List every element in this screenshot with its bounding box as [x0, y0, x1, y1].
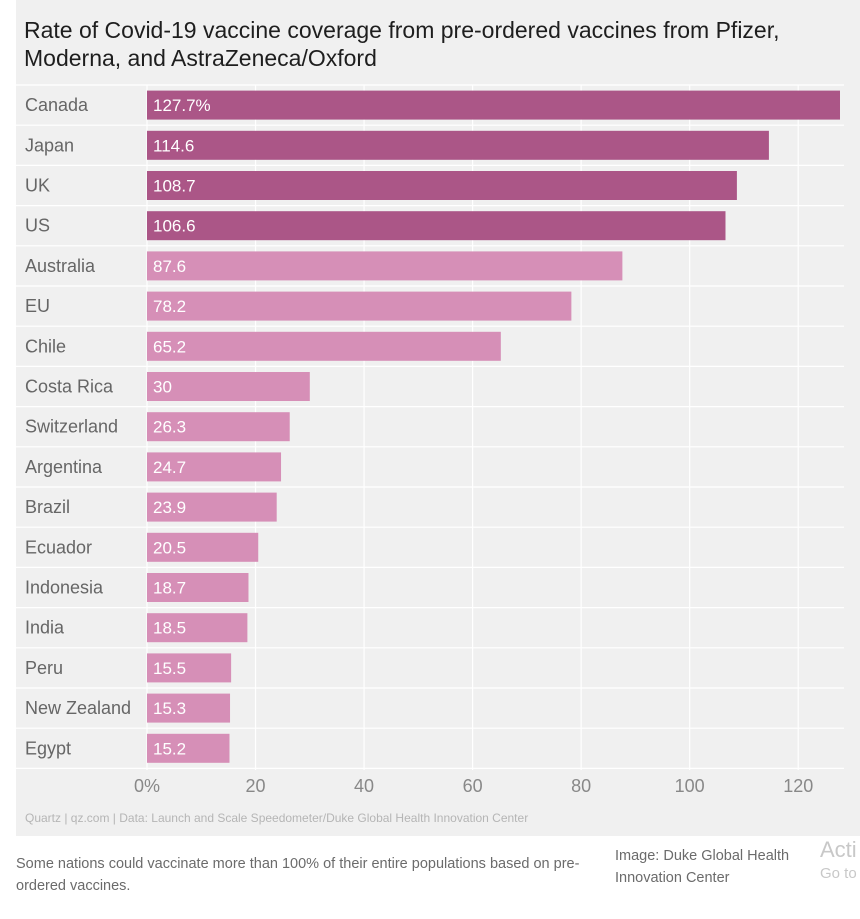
bar	[147, 693, 231, 723]
bar	[147, 492, 277, 522]
value-label: 30	[153, 378, 172, 397]
category-label: Ecuador	[25, 537, 92, 557]
category-label: Indonesia	[25, 578, 104, 598]
x-tick-label: 40	[354, 776, 374, 796]
x-tick-label: 20	[246, 776, 266, 796]
bar	[147, 653, 232, 683]
category-label: UK	[25, 176, 50, 196]
bar	[147, 130, 769, 160]
chart-source: Quartz | qz.com | Data: Launch and Scale…	[25, 811, 529, 825]
x-tick-label: 0%	[134, 776, 160, 796]
bars	[147, 90, 840, 763]
bar	[147, 733, 230, 763]
bar	[147, 372, 310, 401]
category-label: India	[25, 618, 65, 638]
category-label: New Zealand	[25, 698, 131, 718]
bar	[147, 331, 501, 361]
image-caption: Some nations could vaccinate more than 1…	[16, 856, 580, 894]
category-label: Japan	[25, 135, 74, 155]
value-label: 20.5	[153, 538, 186, 557]
value-label: 114.6	[153, 136, 194, 155]
value-label: 26.3	[153, 418, 186, 437]
image-credit: Image: Duke Global Health Innovation Cen…	[615, 848, 790, 886]
bar	[147, 532, 259, 562]
value-label: 15.3	[153, 699, 186, 718]
bar	[147, 90, 840, 120]
watermark-line-1: Acti	[820, 837, 857, 862]
watermark-line-2: Go to	[820, 865, 857, 882]
category-label: US	[25, 216, 50, 236]
category-label: Switzerland	[25, 417, 118, 437]
bar	[147, 251, 623, 281]
chart-title: Rate of Covid-19 vaccine coverage from p…	[24, 17, 780, 71]
value-label: 24.7	[153, 458, 186, 477]
value-label: 15.5	[153, 659, 186, 678]
value-label: 106.6	[153, 217, 196, 236]
bar	[147, 211, 726, 241]
category-label: Costa Rica	[25, 377, 114, 397]
value-label: 18.5	[153, 619, 186, 638]
value-label: 87.6	[153, 257, 186, 276]
category-label: Canada	[25, 95, 89, 115]
bar	[147, 573, 249, 602]
value-label: 78.2	[153, 297, 186, 316]
value-label: 108.7	[153, 177, 196, 196]
category-label: Peru	[25, 658, 63, 678]
value-label: 15.2	[153, 739, 186, 758]
x-tick-label: 100	[675, 776, 705, 796]
bar	[147, 613, 248, 643]
category-label: Brazil	[25, 497, 70, 517]
bar	[147, 412, 290, 442]
x-tick-label: 80	[571, 776, 591, 796]
activate-windows-watermark: Acti Go to	[820, 836, 860, 896]
category-label: Egypt	[25, 738, 71, 758]
bar	[147, 291, 572, 321]
value-label: 127.7%	[153, 96, 211, 115]
bar	[147, 452, 282, 482]
bar	[147, 171, 737, 200]
category-label: EU	[25, 296, 50, 316]
x-tick-label: 120	[783, 776, 813, 796]
value-label: 18.7	[153, 579, 186, 598]
value-label: 65.2	[153, 337, 186, 356]
category-label: Argentina	[25, 457, 103, 477]
category-label: Australia	[25, 256, 96, 276]
bar-chart: 0% 20 40 60 80 100 120 Canada 127.7% Japan 114.6 UK…	[16, 84, 844, 796]
labels: 0% 20 40 60 80 100 120 Canada 127.7% Japan 114.6 UK…	[25, 95, 813, 796]
category-label: Chile	[25, 336, 66, 356]
x-tick-label: 60	[463, 776, 483, 796]
value-label: 23.9	[153, 498, 186, 517]
